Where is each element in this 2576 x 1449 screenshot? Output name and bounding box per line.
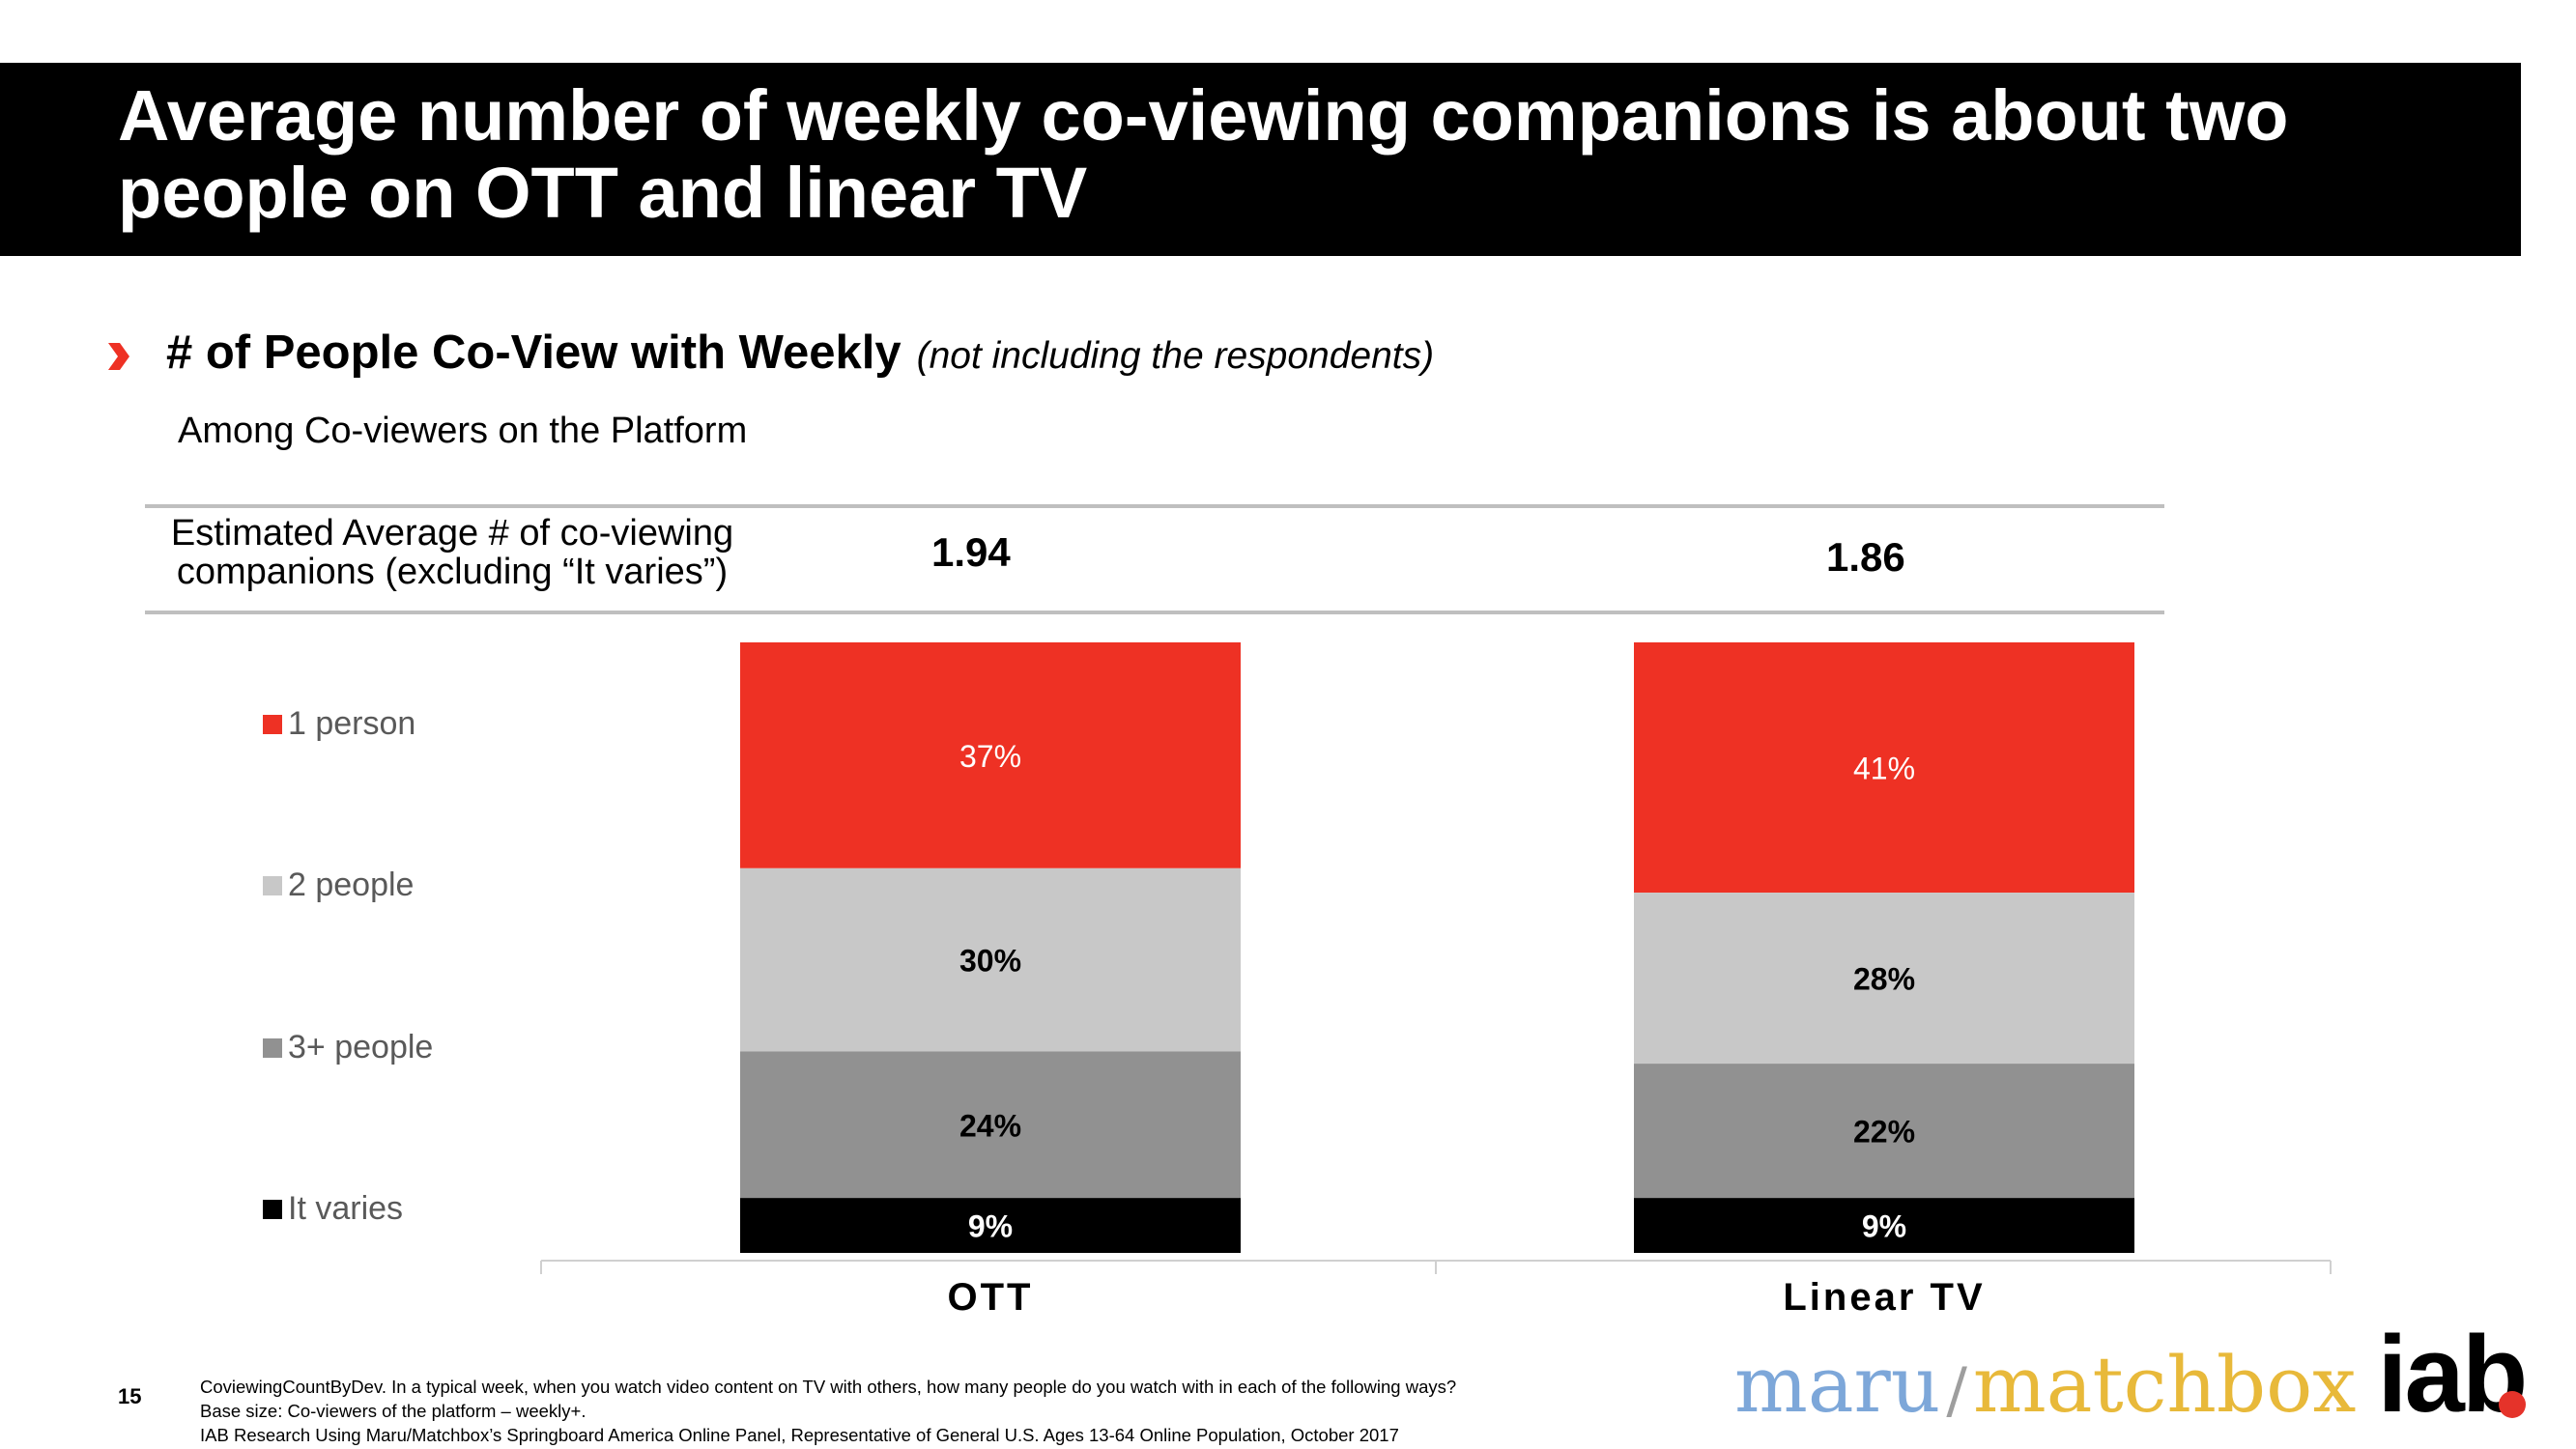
footnote: CoviewingCountByDev. In a typical week, … [200, 1375, 1456, 1447]
legend-swatch-1-person [263, 715, 282, 734]
legend-swatch-3-people [263, 1038, 282, 1058]
average-row-top-rule [145, 504, 2164, 508]
data-label-ott-2-people: 30% [959, 944, 1021, 979]
bar-linear-tv-3-people [1634, 1064, 2134, 1199]
logo-maru: maru [1734, 1340, 1941, 1430]
title-bar [0, 63, 2521, 256]
legend-label-it-varies: It varies [288, 1190, 403, 1227]
data-label-ott-it-varies: 9% [968, 1209, 1013, 1244]
data-label-ott-3-people: 24% [959, 1108, 1021, 1143]
average-value-linear-tv: 1.86 [1826, 534, 1905, 580]
section-subheading: Among Co-viewers on the Platform [178, 411, 748, 451]
footnote-line2: Base size: Co-viewers of the platform – … [200, 1401, 587, 1421]
bar-ott-it-varies [740, 1198, 1241, 1253]
maru-matchbox-iab-logo: maru/matchbox iab [1734, 1312, 2528, 1435]
average-row-bottom-rule [145, 611, 2164, 614]
data-label-linear-tv-1-person: 41% [1853, 752, 1915, 786]
bar-linear-tv-it-varies [1634, 1198, 2134, 1253]
bar-ott-3-people [740, 1051, 1241, 1199]
bar-linear-tv-1-person [1634, 642, 2134, 894]
section-heading-note: (not including the respondents) [916, 335, 1435, 377]
x-tick-label-ott: OTT [948, 1276, 1034, 1319]
logo-matchbox: matchbox [1972, 1340, 2357, 1430]
logo-iab: iab [2377, 1314, 2528, 1435]
bar-ott-2-people [740, 867, 1241, 1052]
footnote-line3: IAB Research Using Maru/Matchbox’s Sprin… [200, 1425, 1399, 1445]
legend-swatch-it-varies [263, 1200, 282, 1219]
x-tick-label-linear-tv: Linear TV [1783, 1276, 1985, 1319]
page-title: Average number of weekly co-viewing comp… [118, 75, 2289, 233]
section-heading: # of People Co-View with Weekly (not incl… [166, 326, 1434, 380]
legend-label-1-person: 1 person [288, 705, 415, 742]
section-heading-text: # of People Co-View with Weekly [166, 327, 902, 379]
legend-label-2-people: 2 people [288, 867, 414, 903]
average-row-label-line2: companions (excluding “It varies”) [176, 552, 729, 592]
legend-label-3-people: 3+ people [288, 1029, 433, 1065]
data-label-linear-tv-2-people: 28% [1853, 962, 1915, 997]
bar-ott-1-person [740, 642, 1241, 868]
average-value-ott: 1.94 [931, 529, 1011, 575]
average-row-label-line1: Estimated Average # of co-viewing [170, 513, 734, 554]
bar-linear-tv-2-people [1634, 893, 2134, 1065]
data-label-ott-1-person: 37% [959, 739, 1021, 774]
page-number: 15 [118, 1384, 142, 1408]
logo-slash: / [1946, 1355, 1967, 1427]
iab-red-dot-icon [2499, 1391, 2526, 1418]
legend-swatch-2-people [263, 876, 282, 895]
stacked-bar-chart: 37% 30% 24% 9% 41% 28% 22% 9% OTT Linear TV 1 pers… [263, 642, 2332, 1319]
data-label-linear-tv-it-varies: 9% [1862, 1209, 1906, 1244]
data-label-linear-tv-3-people: 22% [1853, 1115, 1915, 1150]
chevron-bullet-icon [108, 343, 129, 370]
average-row-label: Estimated Average # of co-viewing compan… [143, 514, 761, 591]
footnote-line1: CoviewingCountByDev. In a typical week, … [200, 1377, 1457, 1397]
